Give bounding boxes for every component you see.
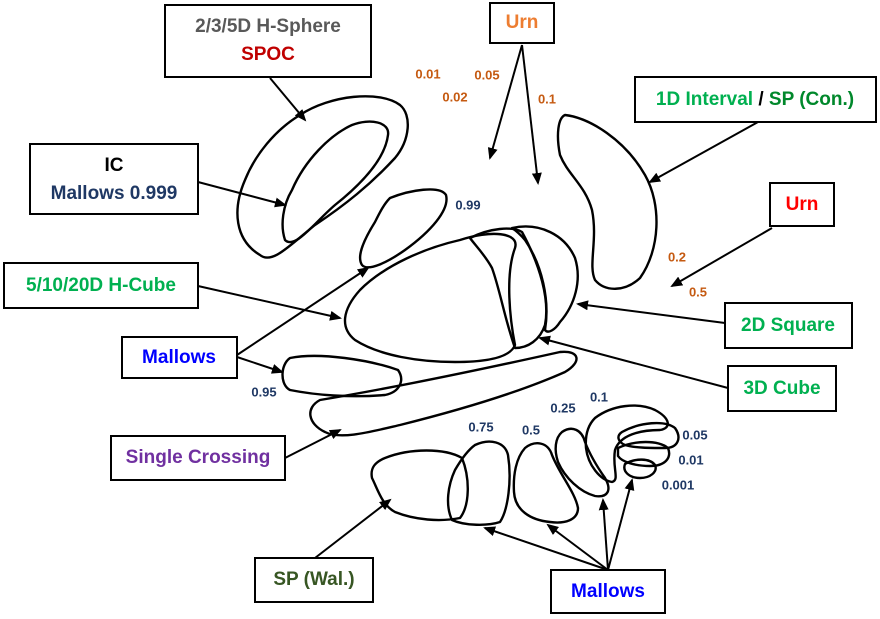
arrow-mallows-095 — [236, 356, 284, 374]
arrow-urn-top-1 — [487, 44, 523, 160]
param-mallows-075: 0.75 — [468, 419, 493, 434]
arrow-hcube — [197, 285, 342, 321]
param-urn-001: 0.01 — [415, 66, 440, 81]
interval-region — [556, 113, 658, 290]
h-cube-region — [343, 232, 517, 364]
urn-right-label: Urn — [769, 182, 835, 227]
param-mallows-001: 0.01 — [678, 452, 703, 467]
cube-region — [510, 225, 579, 333]
arrow-mallows-bottom-025 — [598, 498, 609, 571]
param-urn-01: 0.1 — [538, 91, 556, 106]
arrow-cube — [538, 335, 729, 389]
param-urn-02: 0.2 — [668, 249, 686, 264]
arrow-interval — [648, 121, 759, 183]
param-mallows-099: 0.99 — [455, 197, 480, 212]
param-mallows-01: 0.1 — [590, 389, 608, 404]
mallows-0001-region — [623, 458, 657, 480]
ic-label: IC Mallows 0.999 — [29, 143, 199, 215]
mallows-01-region — [584, 404, 669, 484]
hcube-label: 5/10/20D H-Cube — [3, 262, 199, 309]
mallows-left-label: Mallows — [121, 336, 238, 379]
arrow-mallows-bottom-001 — [607, 478, 635, 571]
square-region — [468, 227, 548, 350]
arrow-urn-right — [670, 227, 773, 288]
spoc-title: SPOC — [241, 44, 295, 65]
mallows-bottom-title: Mallows — [571, 581, 645, 602]
interval-separator: / — [753, 89, 769, 110]
arrow-urn-top-2 — [521, 44, 542, 185]
ic-title: IC — [105, 155, 124, 176]
square-title: 2D Square — [741, 315, 835, 336]
arrow-sp-walsh — [314, 498, 392, 559]
sp-walsh-title: SP (Wal.) — [273, 569, 354, 590]
single-crossing-label: Single Crossing — [110, 435, 286, 481]
mallows-099-region — [358, 188, 448, 269]
single-crossing-region — [309, 350, 578, 437]
mallows-025-region — [554, 427, 610, 498]
sp-walsh-region — [370, 449, 469, 522]
param-urn-05: 0.5 — [689, 284, 707, 299]
mallows-bottom-label: Mallows — [550, 569, 666, 614]
urn-right-title: Urn — [786, 194, 819, 215]
hsphere-label: 2/3/5D H-Sphere SPOC — [164, 4, 372, 78]
param-mallows-005: 0.05 — [682, 427, 707, 442]
interval-label: 1D Interval / SP (Con.) — [634, 76, 877, 123]
param-mallows-025: 0.25 — [550, 400, 575, 415]
urn-top-label: Urn — [489, 2, 555, 44]
param-mallows-0001: 0.001 — [662, 477, 695, 492]
sp-walsh-label: SP (Wal.) — [254, 557, 374, 603]
sp-con-text: SP (Con.) — [769, 89, 854, 110]
arrow-hsphere — [269, 77, 307, 122]
urn-top-title: Urn — [506, 12, 539, 33]
mallows-left-title: Mallows — [142, 347, 216, 368]
param-mallows-095: 0.95 — [251, 384, 276, 399]
mallows-075-region — [446, 440, 511, 526]
arrow-ic — [197, 181, 287, 208]
mallows-0999-title: Mallows 0.999 — [51, 183, 178, 204]
interval-title: 1D Interval / SP (Con.) — [656, 89, 854, 110]
arrow-mallows-099 — [236, 266, 370, 356]
arrow-mallows-bottom-075 — [483, 526, 609, 571]
cube-label: 3D Cube — [727, 365, 837, 412]
mallows-05-region — [512, 442, 580, 524]
single-crossing-title: Single Crossing — [126, 447, 271, 468]
h-sphere-inner-region — [281, 120, 390, 244]
cube-title: 3D Cube — [743, 378, 820, 399]
mallows-095-region — [281, 354, 403, 398]
mallows-005-region — [617, 421, 680, 450]
h-sphere-region — [236, 95, 409, 259]
param-urn-005: 0.05 — [474, 67, 499, 82]
param-urn-002: 0.02 — [442, 89, 467, 104]
hsphere-title: 2/3/5D H-Sphere — [195, 16, 341, 37]
param-mallows-05: 0.5 — [522, 422, 540, 437]
interval-text: 1D Interval — [656, 89, 753, 110]
arrow-square — [576, 300, 726, 324]
hcube-title: 5/10/20D H-Cube — [26, 275, 176, 296]
arrow-single-crossing — [284, 429, 342, 459]
square-label: 2D Square — [724, 302, 853, 349]
arrow-mallows-bottom-05 — [546, 523, 609, 571]
